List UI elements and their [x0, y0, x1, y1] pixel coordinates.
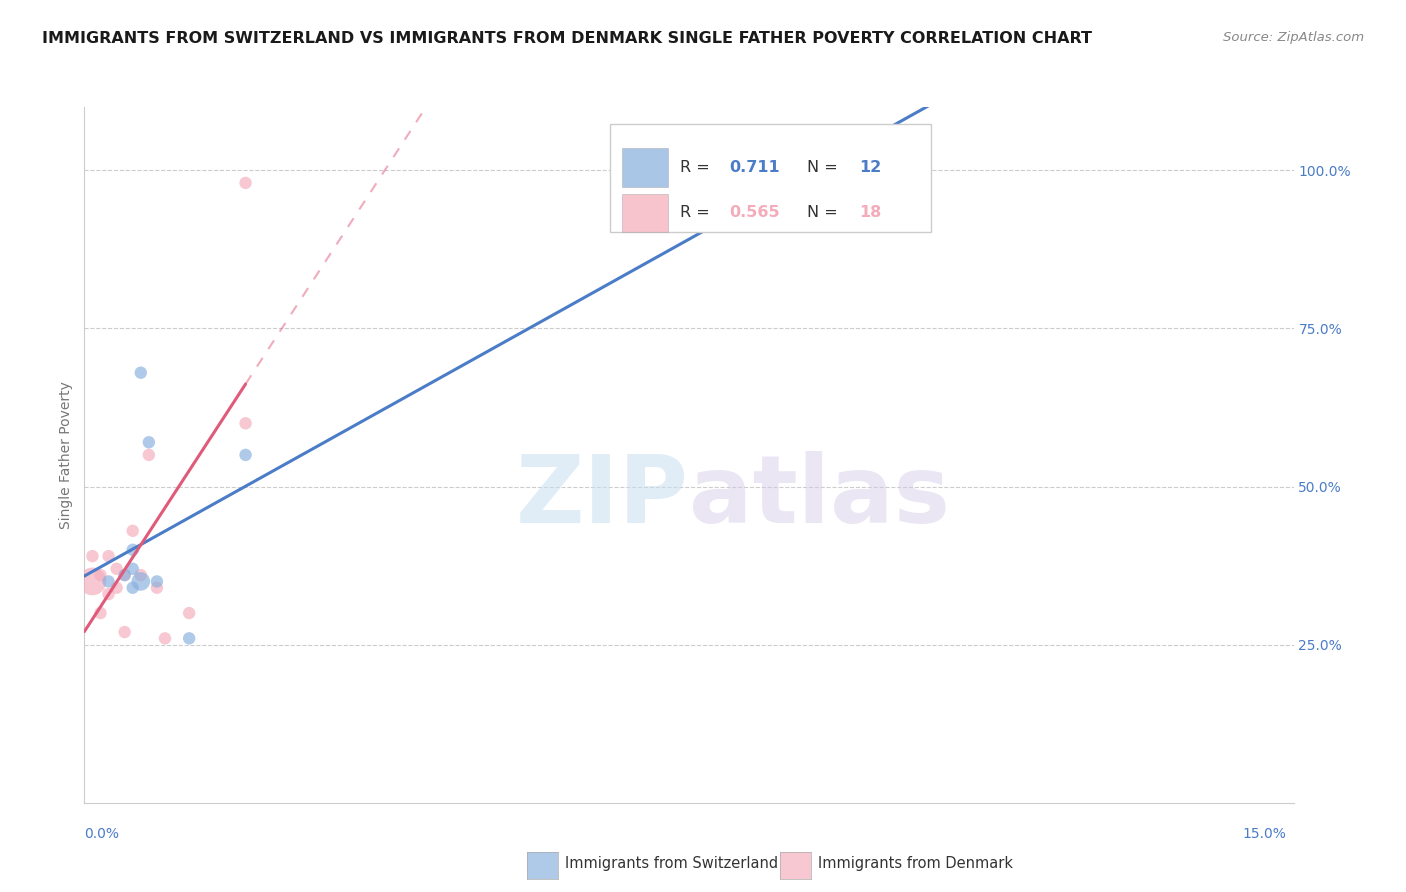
- Point: [82, 574, 104, 589]
- Point: [179, 632, 201, 646]
- Text: atlas: atlas: [689, 450, 950, 542]
- Text: Immigrants from Denmark: Immigrants from Denmark: [818, 856, 1014, 871]
- Point: [129, 366, 152, 380]
- Point: [89, 606, 111, 620]
- Point: [97, 549, 120, 563]
- Text: 18: 18: [859, 205, 882, 220]
- Point: [235, 417, 257, 431]
- FancyBboxPatch shape: [610, 124, 931, 232]
- Point: [799, 163, 821, 178]
- Text: N =: N =: [807, 160, 844, 175]
- Text: Immigrants from Switzerland: Immigrants from Switzerland: [565, 856, 779, 871]
- Point: [121, 562, 143, 576]
- Text: 0.0%: 0.0%: [84, 827, 120, 841]
- Point: [114, 625, 136, 640]
- Text: 15.0%: 15.0%: [1243, 827, 1286, 841]
- Point: [105, 581, 128, 595]
- Text: R =: R =: [681, 205, 716, 220]
- Point: [146, 581, 169, 595]
- Point: [121, 524, 143, 538]
- FancyBboxPatch shape: [623, 194, 668, 232]
- Point: [121, 542, 143, 557]
- Point: [121, 581, 143, 595]
- Point: [235, 448, 257, 462]
- Point: [114, 568, 136, 582]
- Point: [89, 568, 111, 582]
- Text: 0.565: 0.565: [728, 205, 779, 220]
- Point: [82, 549, 104, 563]
- Point: [114, 568, 136, 582]
- Y-axis label: Single Father Poverty: Single Father Poverty: [59, 381, 73, 529]
- Point: [129, 568, 152, 582]
- Text: N =: N =: [807, 205, 844, 220]
- Point: [179, 606, 201, 620]
- FancyBboxPatch shape: [623, 148, 668, 186]
- Text: 12: 12: [859, 160, 882, 175]
- Point: [97, 587, 120, 601]
- Point: [138, 448, 160, 462]
- Text: R =: R =: [681, 160, 716, 175]
- Point: [146, 574, 169, 589]
- Text: 0.711: 0.711: [728, 160, 779, 175]
- Point: [105, 562, 128, 576]
- Point: [153, 632, 176, 646]
- Point: [138, 435, 160, 450]
- Point: [235, 176, 257, 190]
- Text: ZIP: ZIP: [516, 450, 689, 542]
- Text: IMMIGRANTS FROM SWITZERLAND VS IMMIGRANTS FROM DENMARK SINGLE FATHER POVERTY COR: IMMIGRANTS FROM SWITZERLAND VS IMMIGRANT…: [42, 31, 1092, 46]
- Point: [97, 574, 120, 589]
- Point: [129, 574, 152, 589]
- Text: Source: ZipAtlas.com: Source: ZipAtlas.com: [1223, 31, 1364, 45]
